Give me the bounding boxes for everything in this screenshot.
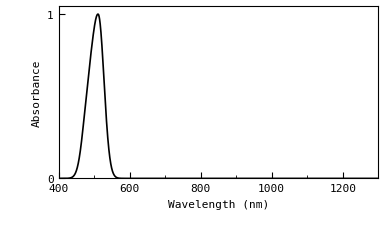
Y-axis label: Absorbance: Absorbance — [31, 59, 41, 126]
X-axis label: Wavelength (nm): Wavelength (nm) — [168, 199, 269, 209]
